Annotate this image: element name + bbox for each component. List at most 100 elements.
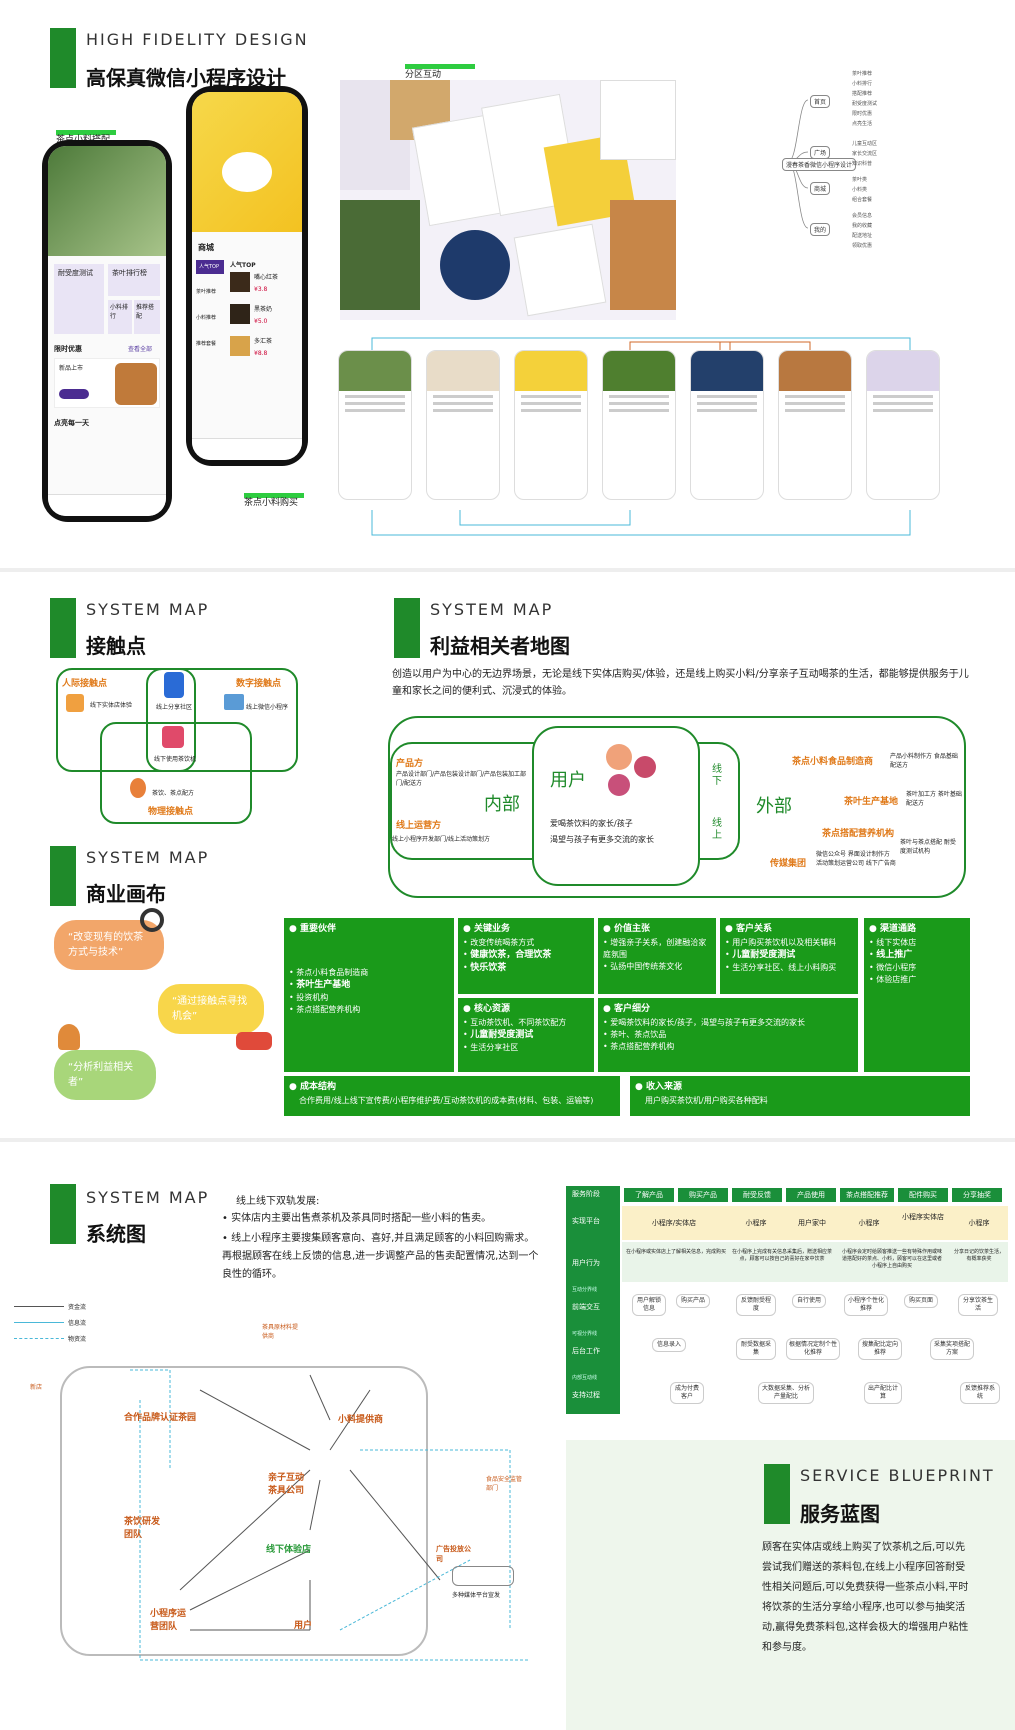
mindmap-branch-shop: 商城 [810,182,831,195]
section-divider [0,1138,1015,1142]
card-snack-rank[interactable]: 小料排行 [108,300,132,334]
bp-stage: 购买产品 [678,1188,728,1202]
label-underline [405,64,475,69]
card-combo[interactable]: 推荐搭配 [134,300,160,334]
bp-front: 购买页面 [904,1294,938,1308]
bp-row-label: 内部互动线 [572,1375,598,1381]
flow-screen-5[interactable] [690,350,764,500]
flower-icon [130,778,146,798]
canvas-title-zh: 商业画布 [86,882,166,906]
section-accent-bar [50,28,76,88]
flow-screen-6[interactable] [778,350,852,500]
card-tolerance[interactable]: 耐受度测试 [54,264,104,334]
product-price: ¥3.8 [254,286,268,293]
bp-row-label: 前端交互 [572,1303,600,1311]
bp-platform: 小程序 [858,1219,880,1227]
product-price: ¥8.8 [254,350,268,357]
vending-icon [162,726,184,748]
canvas-revenue: ● 收入来源 用户购买茶饮机/用户购买各种配料 [630,1076,970,1116]
touch-item-tea: 茶饮、茶点配方 [152,790,195,797]
bp-platform: 小程序 [968,1219,990,1227]
bp-stage: 分享抽奖 [952,1188,1002,1202]
side-tab-snack[interactable]: 小料推荐 [196,315,217,321]
blueprint-title-en: SERVICE BLUEPRINT [800,1466,995,1485]
cup-shape [222,152,272,192]
bp-front: 反馈耐受程度 [736,1294,776,1316]
tab-bar[interactable] [192,438,302,460]
phone-right-screen: 商城 人气TOP 茶叶推荐 小料推荐 推荐套餐 人气TOP 嘴心红茶 ¥3.8 … [192,92,302,460]
flow-screen-4[interactable] [602,350,676,500]
canvas-activities: ● 关键业务 • 改变传统喝茶方式 • 健康饮茶，合理饮茶 • 快乐饮茶 [458,918,594,994]
node-store: 线下体验店 [266,1545,312,1555]
bp-support: 出产配比计算 [864,1382,902,1404]
product-name: 多汇茶 [254,338,273,345]
flow-screen-3[interactable] [514,350,588,500]
flow-screen-1[interactable] [338,350,412,500]
promo-text: 新品上市 [59,365,84,372]
stake-user-label: 用户 [550,770,586,791]
bp-behavior: 小程序会定时给顾客推送一些有特殊作用或味道搭配好的茶点、小料，顾客可以在这里或者… [841,1249,942,1269]
side-tab-tea[interactable]: 茶叶推荐 [196,289,217,295]
canvas-value: ● 价值主张 • 增强亲子关系，创建融洽家庭氛围 • 弘扬中国传统茶文化 [598,918,716,994]
stake-base-desc: 茶叶加工方 茶叶基础配送方 [906,791,962,807]
touch-label-human: 人际接触点 [62,679,108,689]
section-accent-bar [50,846,76,906]
stake-description: 创造以用户为中心的无边界场景，无论是线下实体店购买/体验，还是线上购买小料/分享… [392,669,969,697]
bubble-stakeholder: “分析利益相关者” [54,1050,156,1100]
legend-line [14,1306,64,1307]
canvas-title-en: SYSTEM MAP [86,848,210,867]
system-title-en: SYSTEM MAP [86,1188,210,1207]
touch-item-wechat: 线上微信小程序 [246,704,289,711]
flow-screen-2[interactable] [426,350,500,500]
avatar [606,744,632,770]
bp-front: 用户解锁信息 [632,1294,666,1316]
touch-item-vending: 线下使用茶饮机 [154,756,197,763]
blueprint-title-zh: 服务蓝图 [800,1502,880,1526]
touch-box-digital [146,668,298,772]
bp-support: 大数据采集、分析产量配比 [758,1382,814,1404]
node-supplier: 小料提供商 [338,1415,384,1425]
mindmap-leaf: 会员信息 [852,213,873,219]
stake-media-label: 传媒集团 [770,859,807,869]
bp-stage: 耐受反馈 [732,1188,782,1202]
collage-photo [610,200,676,310]
touch-title-en: SYSTEM MAP [86,600,210,619]
bp-row-label: 互动分界线 [572,1287,598,1293]
card-tea-rank[interactable]: 茶叶排行榜 [108,264,160,296]
more-link[interactable]: 查看全部 [128,346,153,353]
promo-card[interactable]: 新品上市 [54,358,160,408]
stake-operator-desc: 线上小程序开发部门/线上活动策划方 [392,836,491,843]
store-icon [66,694,84,712]
bp-front: 自行使用 [792,1294,826,1308]
section-accent-bar [50,598,76,658]
side-tab-hot[interactable]: 人气TOP [196,260,224,274]
stake-outer-label: 外部 [756,796,792,817]
promo-button[interactable] [59,389,89,399]
flow-arrows [371,337,911,536]
touch-box-human [56,668,196,772]
section-accent-bar [764,1464,790,1524]
touch-item-store: 线下实体店体验 [90,702,133,709]
blueprint-table: 服务阶段 了解产品 购买产品 耐受反馈 产品使用 茶点搭配推荐 配件购买 分享抽… [566,1186,1010,1414]
bp-behavior-band [622,1242,1008,1282]
mindmap-leaf: 茶叶类 [852,177,868,183]
yellow-photo [192,92,302,232]
section-divider [0,568,1015,572]
touch-label-digital: 数字接触点 [236,679,282,689]
mindmap-branch-plaza: 广场 [810,146,831,159]
blueprint-panel [566,1440,1015,1730]
bp-platform: 小程序/实体店 [651,1219,697,1227]
flow-screen-7[interactable] [866,350,940,500]
mindmap-leaf: 小料类 [852,187,868,193]
bp-platform-band [622,1206,1008,1240]
node-brand: 合作品牌认证茶园 [124,1413,197,1423]
pastry-photo [115,363,157,405]
avatar [608,774,630,796]
tab-bar[interactable] [48,494,166,516]
touch-box-physical [100,722,252,824]
side-tab-combo[interactable]: 推荐套餐 [196,341,217,347]
screens-collage [340,80,676,320]
mindmap-leaf: 组合套餐 [852,197,873,203]
mindmap-leaf: 领取优惠 [852,243,873,249]
bp-platform: 小程序 [745,1219,767,1227]
